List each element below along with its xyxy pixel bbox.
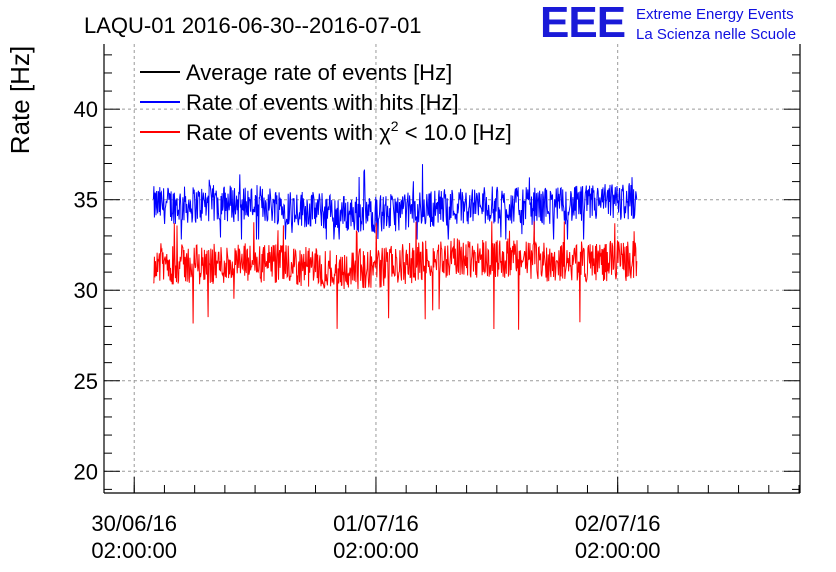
y-tick-label: 25	[74, 369, 98, 394]
x-tick-date-label: 01/07/16	[333, 511, 419, 536]
y-tick-label: 30	[74, 278, 98, 303]
x-tick-date-label: 02/07/16	[575, 511, 661, 536]
y-tick-label: 40	[74, 97, 98, 122]
legend-label-hits: Rate of events with hits [Hz]	[186, 90, 459, 115]
x-tick-date-label: 30/06/16	[91, 511, 177, 536]
series-layer	[152, 164, 638, 330]
legend-label-chi2: Rate of events with χ2 < 10.0 [Hz]	[186, 118, 512, 145]
logo-line-2: La Scienza nelle Scuole	[636, 26, 796, 43]
axes: 202530354030/06/1602:00:0001/07/1602:00:…	[74, 44, 801, 563]
series-line-hits	[152, 164, 638, 240]
y-tick-label: 35	[74, 188, 98, 213]
eee-logo: EEE Extreme Energy Events La Scienza nel…	[540, 0, 796, 47]
logo-line-1: Extreme Energy Events	[636, 6, 794, 23]
y-tick-label: 20	[74, 459, 98, 484]
legend-label-average: Average rate of events [Hz]	[186, 60, 452, 85]
eee-logo-mark: EEE	[540, 0, 625, 47]
y-axis-label: Rate [Hz]	[5, 46, 35, 154]
chart-title: LAQU-01 2016-06-30--2016-07-01	[84, 13, 422, 38]
legend: Average rate of events [Hz] Rate of even…	[140, 60, 512, 145]
x-tick-time-label: 02:00:00	[333, 538, 419, 563]
x-tick-time-label: 02:00:00	[575, 538, 661, 563]
series-line-chi2	[153, 221, 638, 330]
x-tick-time-label: 02:00:00	[91, 538, 177, 563]
